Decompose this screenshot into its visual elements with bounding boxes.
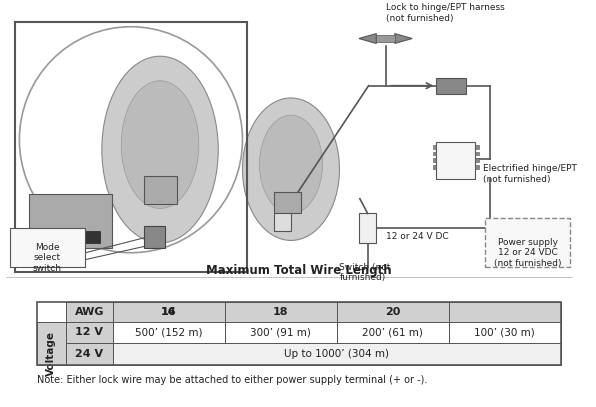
Text: Electrified hinge/EPT
(not furnished): Electrified hinge/EPT (not furnished) bbox=[483, 164, 577, 184]
Bar bbox=[14, 22, 247, 272]
Bar bbox=[113, 302, 225, 322]
Text: Switch (not
furnished): Switch (not furnished) bbox=[340, 263, 391, 282]
Bar bbox=[225, 302, 337, 322]
Text: 24 V: 24 V bbox=[75, 349, 103, 359]
Bar bbox=[337, 322, 449, 343]
Bar bbox=[436, 78, 465, 94]
Bar bbox=[29, 194, 111, 248]
Bar bbox=[433, 158, 436, 162]
Text: Maximum Total Wire Length: Maximum Total Wire Length bbox=[206, 264, 392, 277]
Bar bbox=[274, 192, 300, 213]
Bar bbox=[34, 231, 51, 243]
Text: Note: Either lock wire may be attached to either power supply terminal (+ or -).: Note: Either lock wire may be attached t… bbox=[37, 374, 427, 385]
Bar bbox=[433, 165, 436, 169]
Polygon shape bbox=[395, 34, 412, 44]
Text: Power supply
12 or 24 VDC
(not furnished): Power supply 12 or 24 VDC (not furnished… bbox=[494, 238, 561, 268]
Text: Lock to hinge/EPT harness
(not furnished): Lock to hinge/EPT harness (not furnished… bbox=[386, 3, 505, 23]
Bar bbox=[58, 231, 76, 243]
Bar bbox=[113, 343, 561, 365]
Text: 16: 16 bbox=[161, 307, 176, 317]
Bar bbox=[10, 228, 85, 267]
Text: 14: 14 bbox=[161, 307, 176, 317]
Bar bbox=[274, 213, 291, 231]
Text: AWG: AWG bbox=[74, 307, 104, 317]
Bar bbox=[113, 322, 225, 343]
Text: 100’ (30 m): 100’ (30 m) bbox=[474, 327, 535, 337]
Text: Voltage: Voltage bbox=[46, 331, 57, 376]
FancyBboxPatch shape bbox=[485, 218, 570, 267]
Text: 200’ (61 m): 200’ (61 m) bbox=[362, 327, 423, 337]
Bar bbox=[144, 226, 165, 248]
Text: 12 V: 12 V bbox=[75, 327, 103, 337]
Bar bbox=[144, 176, 178, 204]
Text: 12 or 24 V DC: 12 or 24 V DC bbox=[386, 232, 448, 241]
Text: 20: 20 bbox=[385, 307, 401, 317]
Bar bbox=[433, 144, 436, 149]
Bar bbox=[436, 142, 475, 179]
Text: Up to 1000’ (304 m): Up to 1000’ (304 m) bbox=[284, 349, 389, 359]
Ellipse shape bbox=[121, 81, 199, 208]
Ellipse shape bbox=[243, 98, 340, 241]
Text: 18: 18 bbox=[273, 307, 288, 317]
Text: 300’ (91 m): 300’ (91 m) bbox=[250, 327, 311, 337]
Bar bbox=[37, 302, 561, 365]
Bar bbox=[475, 165, 479, 169]
Bar bbox=[113, 302, 225, 322]
Bar bbox=[66, 302, 561, 322]
Bar bbox=[475, 158, 479, 162]
Bar bbox=[225, 322, 337, 343]
Bar bbox=[475, 151, 479, 155]
Bar bbox=[66, 302, 113, 322]
Bar bbox=[449, 322, 561, 343]
Bar bbox=[359, 213, 376, 243]
Ellipse shape bbox=[102, 56, 218, 243]
Bar bbox=[66, 322, 113, 343]
Bar bbox=[66, 343, 113, 365]
Bar bbox=[82, 231, 100, 243]
Bar bbox=[37, 322, 66, 365]
Polygon shape bbox=[359, 34, 376, 44]
Ellipse shape bbox=[259, 115, 322, 213]
Bar bbox=[376, 35, 395, 42]
Bar bbox=[337, 302, 449, 322]
Text: Mode
select
switch: Mode select switch bbox=[33, 243, 62, 273]
Text: 500’ (152 m): 500’ (152 m) bbox=[135, 327, 202, 337]
Bar bbox=[475, 144, 479, 149]
Bar bbox=[433, 151, 436, 155]
